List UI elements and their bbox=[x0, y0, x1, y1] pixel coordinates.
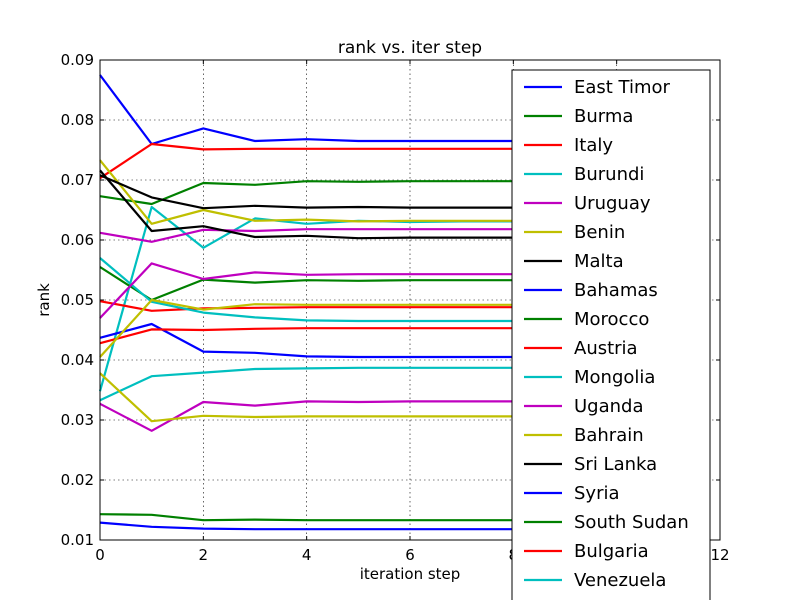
x-tick-label: 2 bbox=[199, 546, 209, 564]
legend-label: East Timor bbox=[574, 77, 671, 98]
legend-label: Italy bbox=[574, 135, 613, 156]
legend: East Timor Burma Italy Burundi Uruguay Benin M… bbox=[511, 69, 711, 600]
y-tick-label: 0.08 bbox=[61, 111, 94, 129]
x-tick-label: 0 bbox=[95, 546, 105, 564]
y-tick-label: 0.01 bbox=[61, 531, 94, 549]
legend-box bbox=[511, 69, 711, 600]
legend-label: Benin bbox=[574, 222, 625, 243]
y-tick-label: 0.07 bbox=[61, 171, 94, 189]
legend-label: Bahamas bbox=[574, 280, 658, 301]
chart-title: rank vs. iter step bbox=[338, 38, 482, 58]
y-tick-label: 0.04 bbox=[61, 351, 94, 369]
y-tick-label: 0.09 bbox=[61, 51, 94, 69]
legend-label: Malta bbox=[574, 251, 624, 272]
legend-label: Austria bbox=[574, 338, 638, 359]
legend-label: Burma bbox=[574, 106, 633, 127]
y-tick-label: 0.03 bbox=[61, 411, 94, 429]
legend-label: Sri Lanka bbox=[574, 454, 657, 475]
x-tick-label: 12 bbox=[710, 546, 729, 564]
legend-label: Morocco bbox=[574, 309, 649, 330]
legend-label: Venezuela bbox=[574, 570, 666, 591]
y-axis-label: rank bbox=[35, 283, 53, 317]
y-tick-label: 0.05 bbox=[61, 291, 94, 309]
legend-label: South Sudan bbox=[574, 512, 689, 533]
legend-label: Syria bbox=[574, 483, 620, 504]
legend-label: Burundi bbox=[574, 164, 644, 185]
legend-label: Mongolia bbox=[574, 367, 655, 388]
legend-label: Bahrain bbox=[574, 425, 644, 446]
x-axis-label: iteration step bbox=[360, 565, 461, 583]
legend-label: Bulgaria bbox=[574, 541, 649, 562]
legend-label: Uruguay bbox=[574, 193, 651, 214]
y-tick-label: 0.06 bbox=[61, 231, 94, 249]
legend-label: Uganda bbox=[574, 396, 644, 417]
x-tick-label: 4 bbox=[302, 546, 312, 564]
x-tick-label: 6 bbox=[405, 546, 415, 564]
y-tick-label: 0.02 bbox=[61, 471, 94, 489]
